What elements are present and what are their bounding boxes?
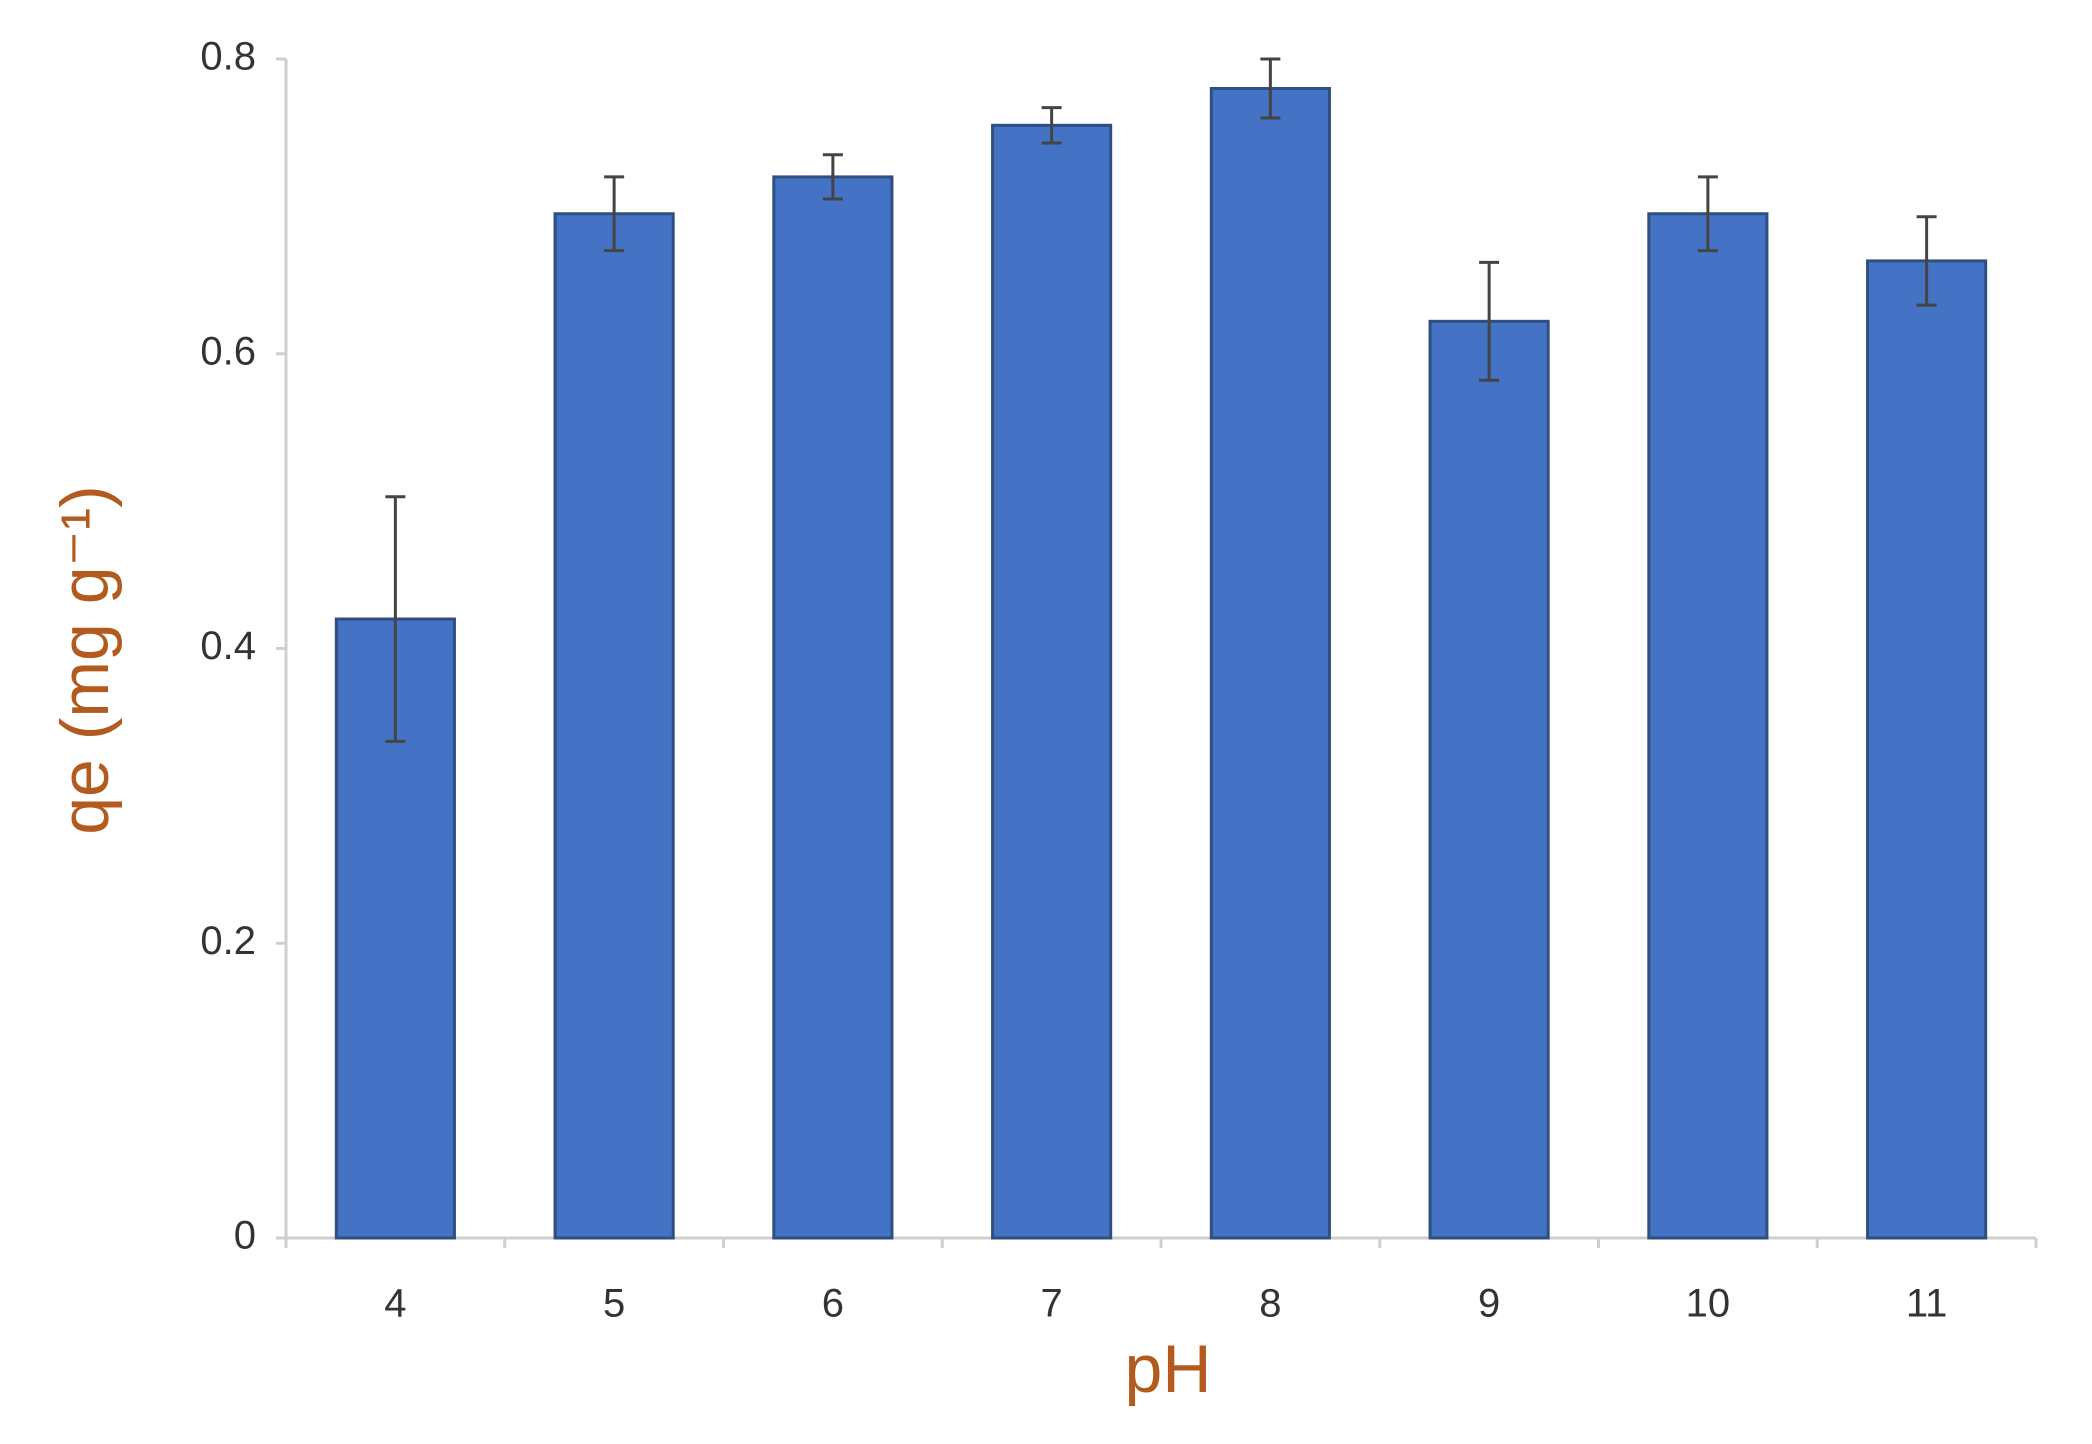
- x-axis-title: pH: [1125, 1331, 1212, 1407]
- x-tick-label: 4: [384, 1282, 406, 1326]
- y-tick-label: 0.2: [200, 919, 256, 963]
- bar: [1428, 319, 1550, 1240]
- x-tick-label: 6: [822, 1282, 844, 1326]
- error-bar: [385, 495, 406, 743]
- error-bar: [822, 153, 843, 201]
- x-tick-label: 7: [1041, 1282, 1063, 1326]
- error-bar: [1041, 106, 1062, 145]
- y-tick-label: 0.4: [200, 624, 256, 668]
- error-bar: [1479, 260, 1500, 382]
- bar: [334, 617, 456, 1240]
- error-bar: [1916, 215, 1937, 307]
- bar: [1866, 259, 1988, 1240]
- x-tick-label: 9: [1478, 1282, 1500, 1326]
- y-tick-label: 0.8: [200, 35, 256, 79]
- bar: [1647, 212, 1769, 1240]
- x-tick-label: 8: [1259, 1282, 1281, 1326]
- y-tick-label: 0.6: [200, 329, 256, 373]
- x-tick-label: 10: [1686, 1282, 1731, 1326]
- bar: [991, 123, 1113, 1240]
- x-tick-label: 5: [603, 1282, 625, 1326]
- error-bar: [1260, 57, 1281, 120]
- y-axis-title: qe (mg g⁻¹): [47, 485, 123, 835]
- error-bar: [1697, 175, 1718, 253]
- y-tick-label: 0: [234, 1214, 256, 1258]
- x-tick-label: 11: [1906, 1282, 1948, 1326]
- bar: [772, 175, 894, 1240]
- error-bar: [604, 175, 625, 253]
- bar: [553, 212, 675, 1240]
- bar: [1209, 86, 1331, 1240]
